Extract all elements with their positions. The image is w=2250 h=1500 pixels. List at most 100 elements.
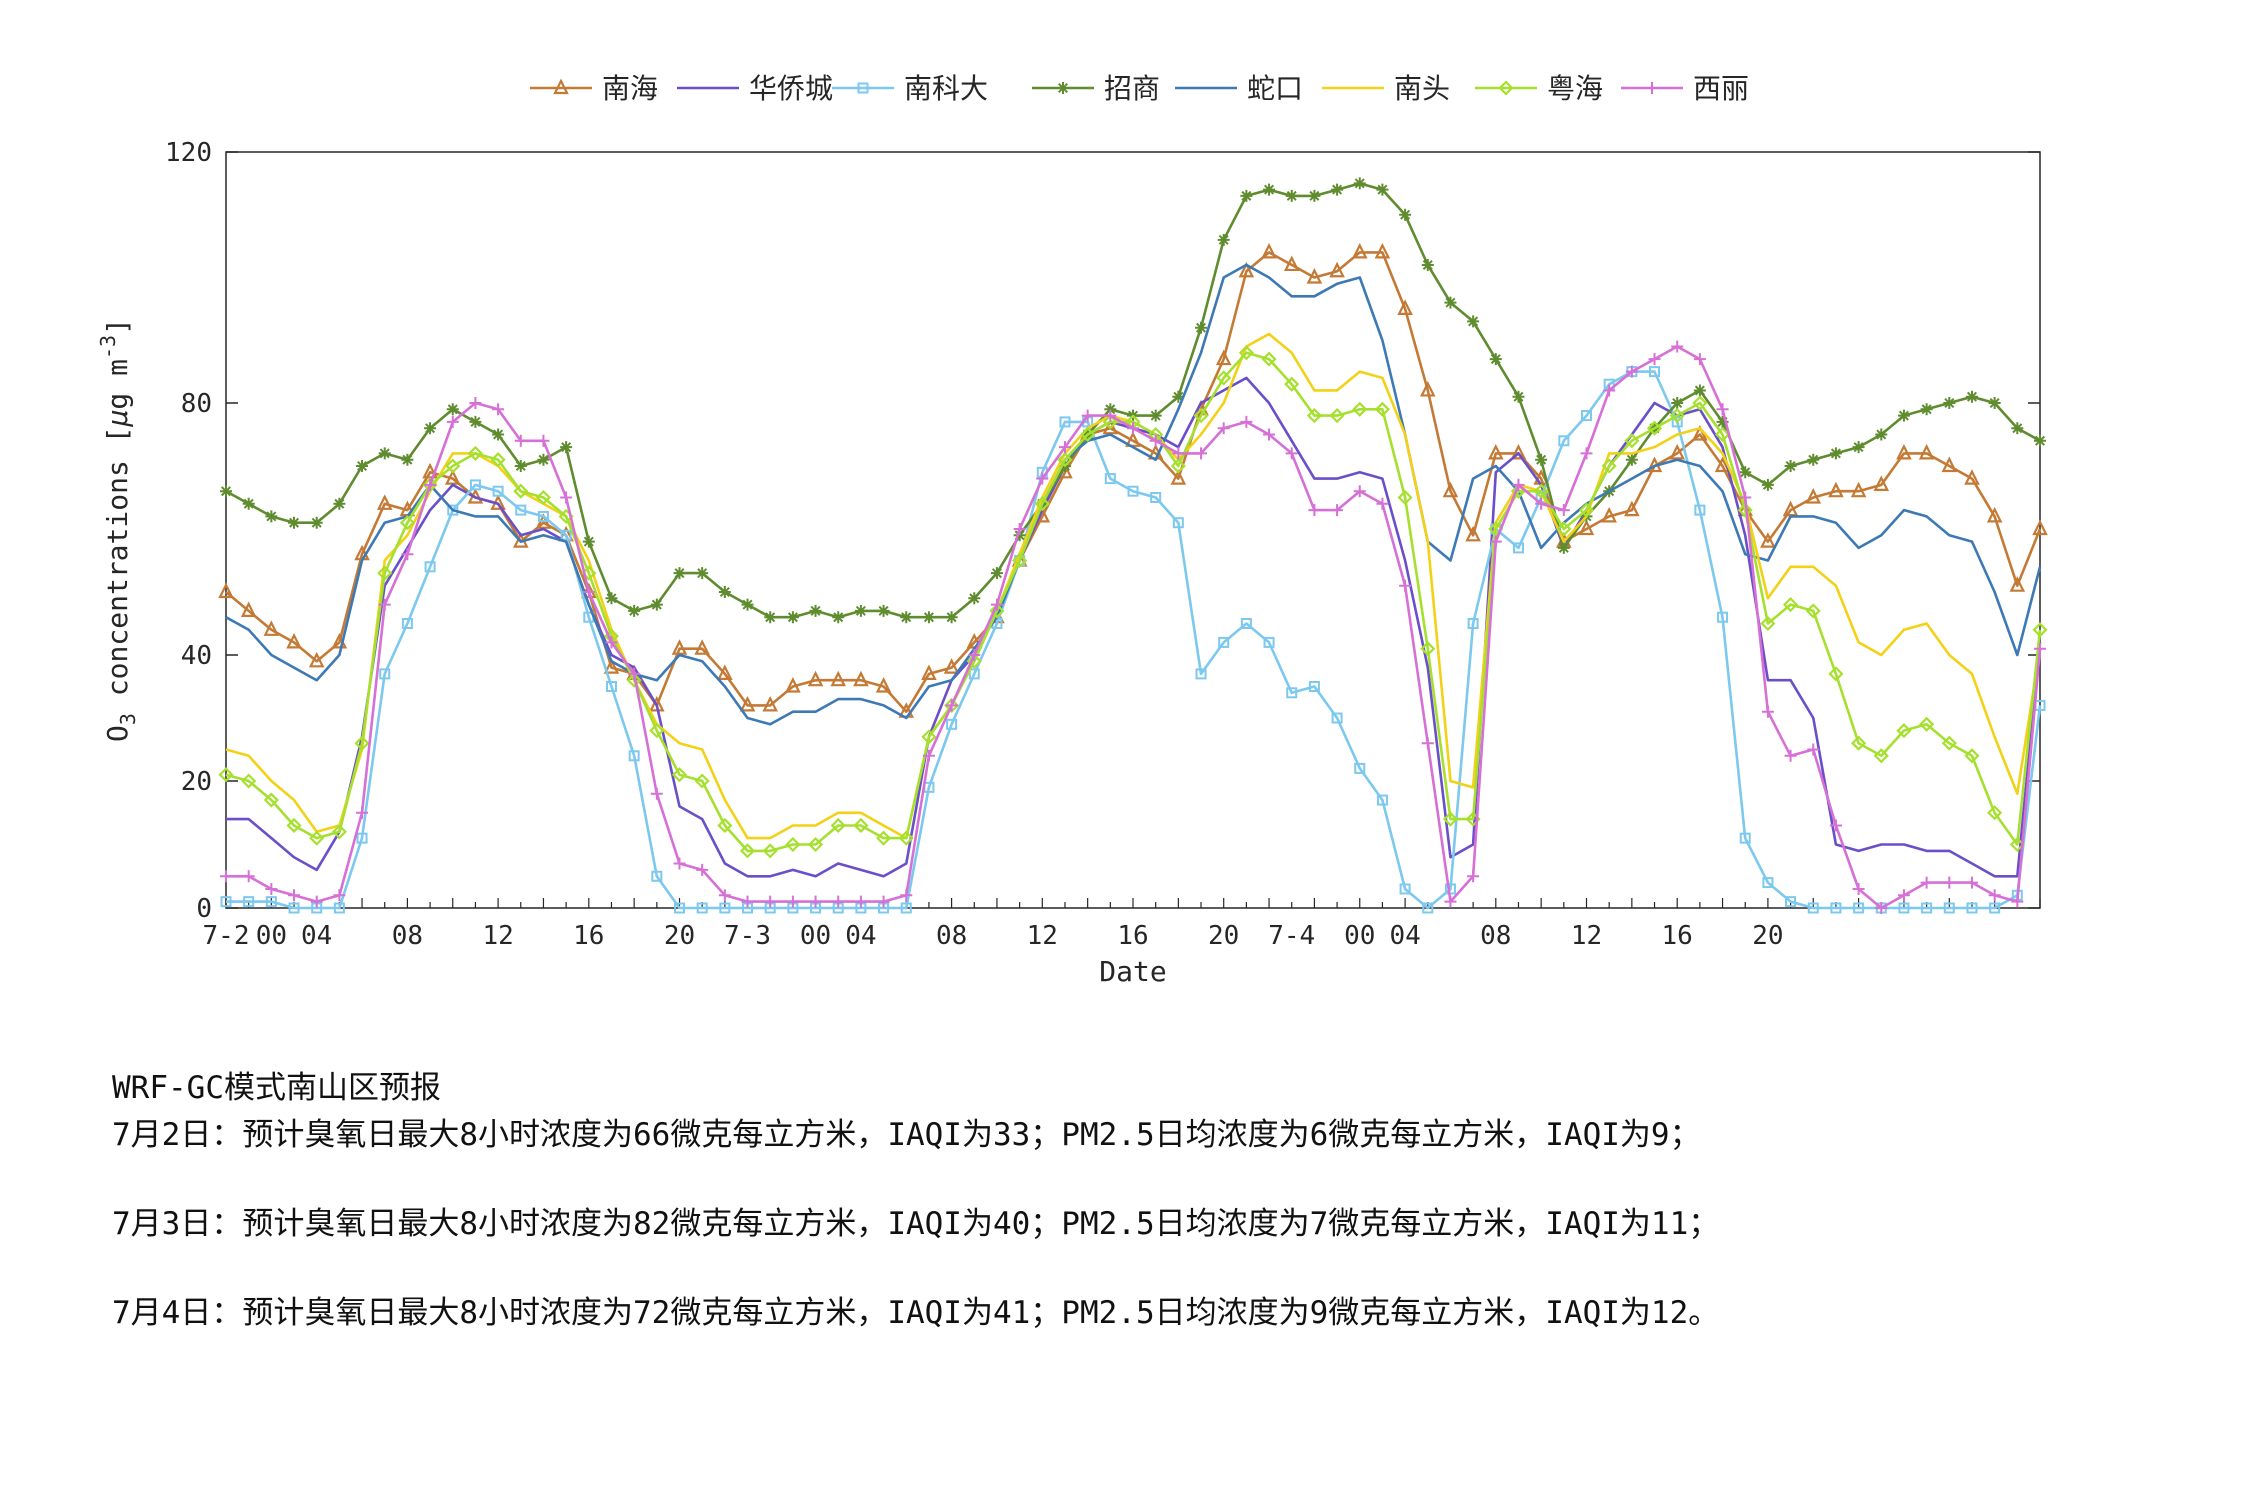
star-marker bbox=[673, 567, 686, 580]
square-marker bbox=[857, 82, 869, 94]
triangle-marker bbox=[1170, 469, 1187, 485]
star-marker bbox=[265, 510, 278, 523]
x-tick-label: 7-4 bbox=[1268, 921, 1315, 951]
triangle-marker bbox=[1714, 456, 1731, 473]
x-axis-label: Date bbox=[1099, 955, 1166, 988]
forecast-line-day3: 7月4日：预计臭氧日最大8小时浓度为72微克每立方米，IAQI为41；PM2.5… bbox=[112, 1295, 1720, 1331]
triangle-marker bbox=[1374, 242, 1391, 259]
plus-marker bbox=[718, 889, 731, 902]
triangle-marker bbox=[1624, 500, 1640, 517]
star-marker bbox=[1829, 447, 1842, 460]
plus-marker bbox=[1852, 882, 1865, 895]
forecast-text-block: WRF-GC模式南山区预报 7月2日：预计臭氧日最大8小时浓度为66微克每立方米… bbox=[112, 1062, 2212, 1376]
star-marker bbox=[469, 415, 482, 428]
diamond-marker bbox=[218, 767, 234, 783]
forecast-title: WRF-GC模式南山区预报 bbox=[112, 1070, 441, 1106]
plus-marker bbox=[1646, 82, 1658, 94]
plus-marker bbox=[990, 598, 1003, 611]
triangle-marker bbox=[1465, 525, 1481, 542]
square-marker bbox=[968, 668, 980, 680]
x-tick-label: 04 bbox=[1389, 921, 1420, 951]
star-marker bbox=[809, 604, 822, 617]
star-marker bbox=[1784, 460, 1797, 472]
triangle-marker bbox=[1828, 481, 1844, 498]
plus-marker bbox=[922, 749, 935, 762]
plus-marker bbox=[809, 895, 822, 908]
star-marker bbox=[1376, 183, 1389, 196]
star-marker bbox=[1195, 321, 1208, 334]
square-marker bbox=[288, 902, 300, 914]
star-marker bbox=[582, 535, 595, 548]
star-marker bbox=[1013, 529, 1026, 542]
triangle-marker bbox=[2009, 576, 2026, 592]
diamond-marker bbox=[876, 830, 892, 846]
star-marker bbox=[1285, 189, 1298, 202]
triangle-marker bbox=[1805, 488, 1822, 504]
x-tick-label: 00 bbox=[800, 921, 831, 951]
diamond-marker bbox=[1873, 748, 1889, 764]
diamond-marker bbox=[241, 773, 257, 789]
star-marker bbox=[832, 611, 845, 624]
diamond-marker bbox=[1442, 811, 1459, 827]
diamond-marker bbox=[513, 483, 529, 499]
star-marker bbox=[1104, 403, 1117, 416]
plus-marker bbox=[1285, 447, 1298, 460]
star-marker bbox=[2011, 422, 2024, 435]
diamond-marker bbox=[1941, 735, 1957, 751]
triangle-marker bbox=[830, 670, 847, 687]
diamond-marker bbox=[671, 767, 688, 783]
square-marker bbox=[1717, 611, 1729, 623]
square-marker bbox=[1467, 618, 1479, 629]
plus-marker bbox=[469, 397, 482, 409]
plus-marker bbox=[1807, 743, 1820, 756]
triangle-marker bbox=[444, 469, 461, 485]
diamond-marker bbox=[785, 836, 801, 853]
series-group bbox=[218, 177, 2048, 914]
y-tick-label: 0 bbox=[196, 894, 212, 924]
legend-item: 南头 bbox=[1322, 72, 1450, 105]
plus-marker bbox=[1172, 447, 1185, 460]
diamond-marker bbox=[1352, 401, 1368, 417]
diamond-marker bbox=[1498, 80, 1514, 96]
plus-marker bbox=[1875, 902, 1888, 914]
plus-marker bbox=[492, 403, 505, 416]
plus-marker bbox=[786, 895, 799, 908]
star-marker bbox=[401, 453, 414, 466]
diamond-marker bbox=[1714, 426, 1731, 443]
plus-marker bbox=[1761, 705, 1774, 718]
plus-marker bbox=[741, 895, 754, 908]
x-tick-label: 12 bbox=[482, 921, 513, 951]
plus-marker bbox=[1739, 491, 1752, 504]
plus-marker bbox=[1127, 422, 1139, 435]
diamond-marker bbox=[1012, 552, 1028, 569]
star-marker bbox=[492, 428, 505, 441]
square-marker bbox=[424, 561, 436, 573]
star-marker bbox=[1331, 183, 1344, 196]
diamond-marker bbox=[399, 515, 415, 531]
star-marker bbox=[537, 453, 550, 466]
diamond-marker bbox=[989, 603, 1005, 619]
star-marker bbox=[628, 604, 641, 617]
triangle-marker bbox=[308, 651, 325, 668]
square-marker bbox=[1286, 687, 1298, 699]
square-marker bbox=[560, 529, 572, 541]
star-marker bbox=[1739, 466, 1752, 479]
plot-area bbox=[225, 151, 2041, 909]
square-marker bbox=[1898, 902, 1910, 914]
x-tick-label: 20 bbox=[1752, 921, 1783, 951]
diamond-marker bbox=[1692, 395, 1708, 411]
legend-label: 蛇口 bbox=[1247, 72, 1303, 105]
plus-marker bbox=[1217, 422, 1230, 435]
x-tick-label: 20 bbox=[664, 921, 695, 951]
square-marker bbox=[1989, 902, 2001, 914]
square-marker bbox=[1762, 877, 1774, 889]
legend-item: 南海 bbox=[530, 72, 658, 105]
square-marker bbox=[1581, 410, 1592, 422]
diamond-marker bbox=[1034, 496, 1050, 512]
diamond-marker bbox=[535, 489, 552, 506]
legend-item: 南科大 bbox=[832, 72, 988, 105]
diamond-marker bbox=[1828, 666, 1844, 682]
star-marker bbox=[1943, 397, 1956, 409]
x-tick-label: 08 bbox=[392, 921, 423, 951]
